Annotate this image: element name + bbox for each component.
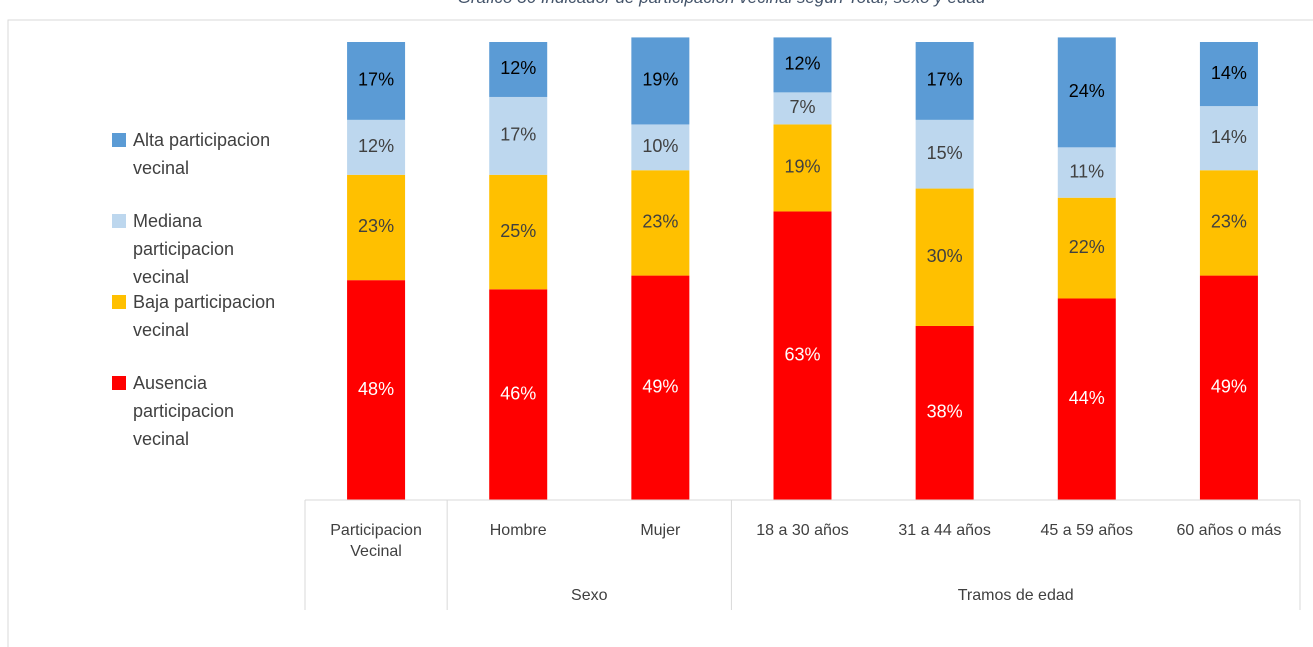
frame bbox=[7, 19, 1313, 647]
data-label: 14% bbox=[1211, 127, 1247, 147]
data-label: 12% bbox=[500, 58, 536, 78]
x-tick-label: 18 a 30 años bbox=[756, 522, 849, 539]
x-tick-label: Hombre bbox=[489, 522, 547, 539]
bar-segment bbox=[1199, 106, 1258, 171]
data-label: 49% bbox=[642, 377, 678, 397]
x-tick-label: Participacion Vecinal bbox=[330, 522, 422, 560]
bar-segment bbox=[489, 289, 548, 500]
bar-segment bbox=[1057, 197, 1116, 299]
bar-segment bbox=[631, 37, 690, 125]
data-label: 48% bbox=[358, 379, 394, 399]
bar-segment bbox=[1057, 37, 1116, 148]
legend-swatch bbox=[112, 376, 126, 390]
bar-segment bbox=[1057, 147, 1116, 198]
group-label: Sexo bbox=[571, 587, 608, 604]
bar-segment bbox=[915, 42, 974, 120]
bar-segment bbox=[773, 211, 832, 500]
legend-label: Mediana participacion vecinal bbox=[133, 211, 235, 287]
data-label: 23% bbox=[642, 212, 678, 232]
bar-segment bbox=[489, 174, 548, 290]
x-tick-label: 60 años o más bbox=[1176, 522, 1282, 539]
data-label: 11% bbox=[1069, 161, 1104, 181]
bar-segment bbox=[631, 170, 690, 276]
data-label: 12% bbox=[784, 54, 820, 74]
bar-segment bbox=[1199, 170, 1258, 276]
data-label: 10% bbox=[642, 136, 678, 156]
data-label: 17% bbox=[358, 70, 394, 90]
data-label: 23% bbox=[1211, 212, 1247, 232]
bar-segment bbox=[347, 174, 406, 281]
data-label: 12% bbox=[358, 136, 394, 156]
bar-segment bbox=[1199, 42, 1258, 107]
bar-segment bbox=[347, 280, 406, 500]
data-label: 17% bbox=[500, 125, 536, 145]
chart-title: Gráfico 36 Indicador de participación ve… bbox=[0, 0, 1313, 8]
bar-segment bbox=[631, 124, 690, 171]
legend-swatch bbox=[112, 295, 126, 309]
data-label: 24% bbox=[1069, 81, 1105, 101]
bar-segment bbox=[773, 37, 832, 93]
bar-segment bbox=[1057, 298, 1116, 500]
bar-segment bbox=[773, 92, 832, 125]
data-label: 14% bbox=[1211, 63, 1247, 83]
data-label: 17% bbox=[927, 70, 963, 90]
legend-label: Ausencia participacion vecinal bbox=[133, 373, 235, 449]
bar-segment bbox=[1199, 275, 1258, 500]
legend-entry: Ausencia participacion vecinal bbox=[112, 369, 292, 453]
bar-segment bbox=[773, 124, 832, 212]
x-tick-label: 45 a 59 años bbox=[1040, 522, 1134, 539]
bar-segment bbox=[915, 188, 974, 326]
bar-segment bbox=[915, 119, 974, 189]
data-label: 19% bbox=[642, 70, 678, 90]
data-label: 7% bbox=[789, 97, 815, 117]
group-label: Tramos de edad bbox=[957, 587, 1074, 604]
bar-segment bbox=[915, 325, 974, 500]
data-label: 22% bbox=[1069, 237, 1105, 257]
data-label: 30% bbox=[927, 246, 963, 266]
legend-swatch bbox=[112, 133, 126, 147]
data-label: 25% bbox=[500, 221, 536, 241]
legend-entry: Mediana participacion vecinal bbox=[112, 207, 292, 291]
bar-segment bbox=[489, 96, 548, 175]
data-label: 49% bbox=[1211, 377, 1247, 397]
data-label: 23% bbox=[358, 216, 394, 236]
bar-segment bbox=[489, 42, 548, 97]
legend-label: Alta participacion vecinal bbox=[133, 130, 271, 178]
data-label: 38% bbox=[927, 402, 963, 422]
bar-segment bbox=[347, 42, 406, 120]
bar-segment bbox=[631, 275, 690, 500]
data-label: 15% bbox=[927, 143, 963, 163]
legend-swatch bbox=[112, 214, 126, 228]
data-label: 63% bbox=[784, 344, 820, 364]
bar-segment bbox=[347, 119, 406, 175]
x-tick-label: 31 a 44 años bbox=[898, 522, 991, 539]
legend-entry: Baja participacion vecinal bbox=[112, 288, 292, 344]
data-label: 44% bbox=[1069, 388, 1105, 408]
data-label: 19% bbox=[784, 157, 820, 177]
x-tick-label: Mujer bbox=[640, 522, 681, 539]
legend-entry: Alta participacion vecinal bbox=[112, 126, 292, 182]
legend-label: Baja participacion vecinal bbox=[133, 292, 276, 340]
data-label: 46% bbox=[500, 383, 536, 403]
